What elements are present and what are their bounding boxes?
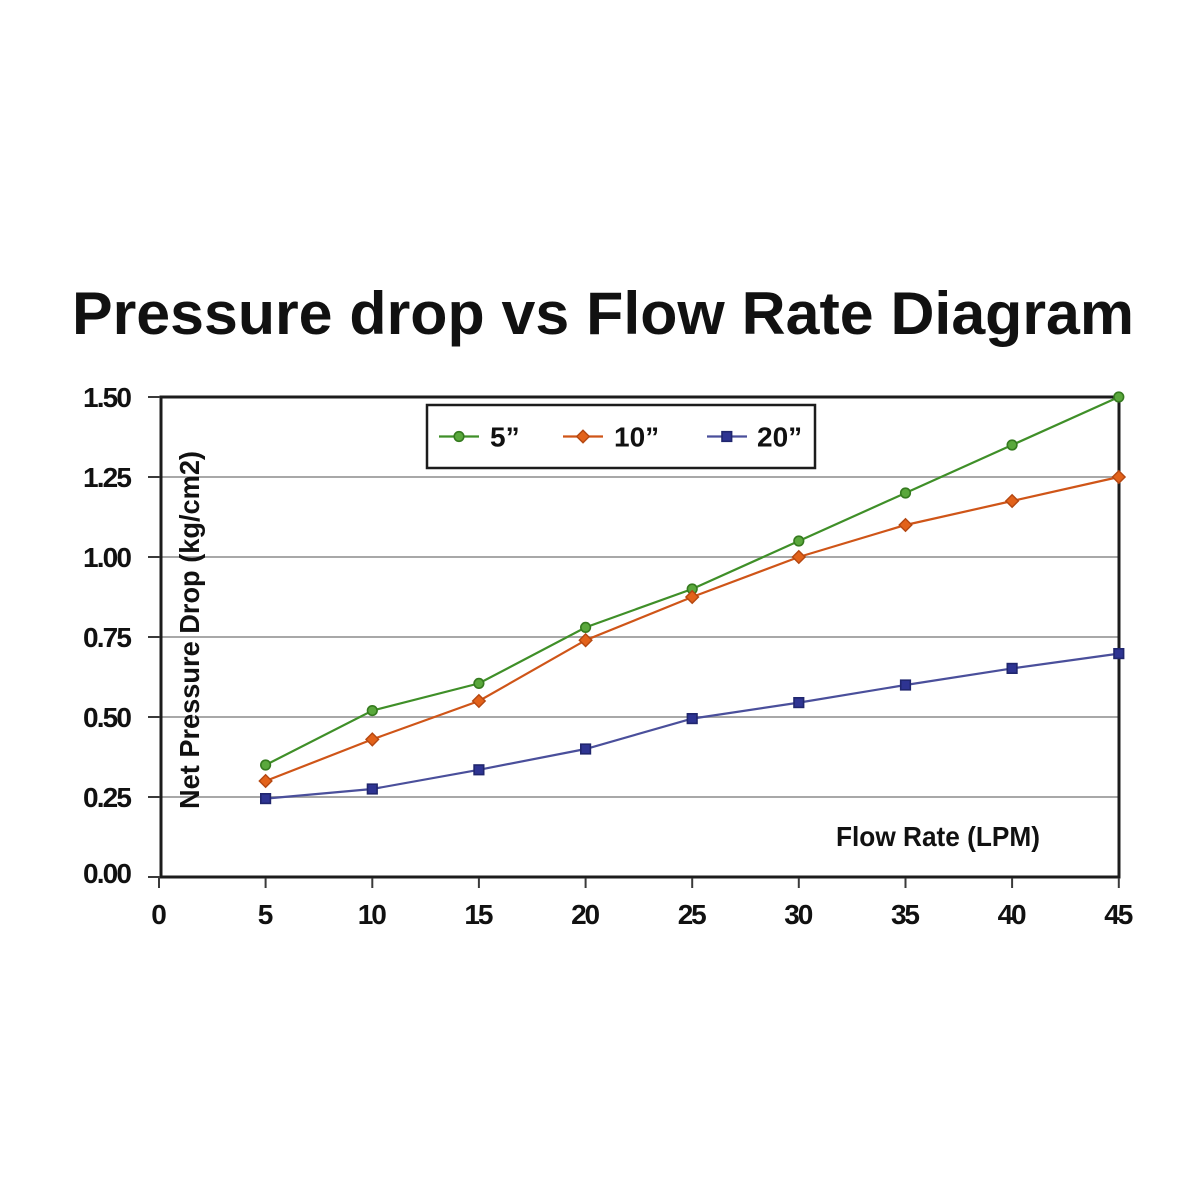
svg-text:0.00: 0.00 [83,858,132,889]
svg-text:1.50: 1.50 [83,382,132,413]
svg-text:0.25: 0.25 [83,782,132,813]
svg-text:20: 20 [571,899,600,930]
svg-text:30: 30 [784,899,813,930]
svg-text:1.00: 1.00 [83,542,132,573]
svg-text:40: 40 [998,899,1027,930]
svg-text:25: 25 [678,899,707,930]
svg-text:10”: 10” [614,422,659,453]
svg-text:15: 15 [464,899,493,930]
svg-text:Flow Rate (LPM): Flow Rate (LPM) [836,821,1040,852]
svg-text:20”: 20” [757,422,802,453]
svg-text:5: 5 [258,899,274,930]
svg-text:5”: 5” [490,422,520,453]
svg-text:0.50: 0.50 [83,702,132,733]
svg-text:10: 10 [358,899,387,930]
svg-text:45: 45 [1104,899,1133,930]
svg-text:35: 35 [891,899,920,930]
svg-text:Net Pressure Drop (kg/cm2): Net Pressure Drop (kg/cm2) [174,451,205,809]
svg-text:0.75: 0.75 [83,622,132,653]
svg-text:Pressure drop vs Flow Rate Dia: Pressure drop vs Flow Rate Diagram [72,280,1134,347]
svg-text:1.25: 1.25 [83,462,132,493]
svg-text:0: 0 [151,899,167,930]
